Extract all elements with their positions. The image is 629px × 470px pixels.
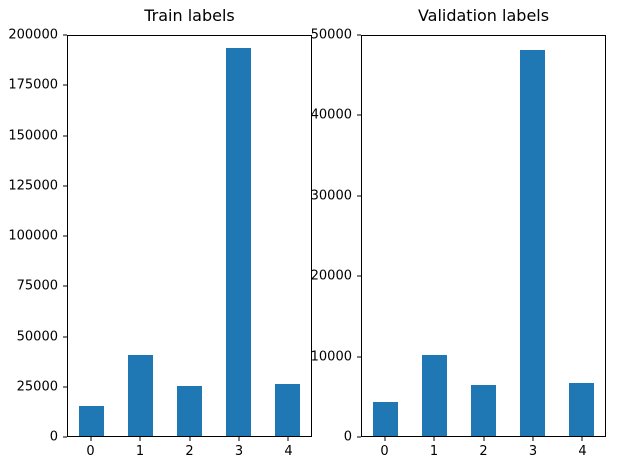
y-tick-label: 0 xyxy=(49,429,58,445)
x-tick-mark xyxy=(532,437,534,441)
y-tick-label: 125000 xyxy=(8,178,58,194)
y-tick-label: 150000 xyxy=(8,128,58,143)
y-tick-mark xyxy=(63,386,67,388)
bar-1 xyxy=(128,355,153,436)
bar-1 xyxy=(422,355,447,436)
x-tick-mark xyxy=(581,437,583,441)
x-tick-label: 2 xyxy=(479,444,488,459)
y-tick-label: 0 xyxy=(343,429,352,445)
y-tick-label: 50000 xyxy=(16,329,58,344)
y-tick-label: 175000 xyxy=(8,77,58,93)
x-tick-label: 2 xyxy=(185,444,194,459)
x-tick-label: 4 xyxy=(578,444,587,459)
bar-3 xyxy=(226,48,251,436)
y-tick-mark xyxy=(63,436,67,438)
x-tick-mark xyxy=(189,437,190,441)
x-tick-mark xyxy=(139,437,141,441)
y-tick-mark xyxy=(63,185,67,187)
y-tick-mark xyxy=(63,34,67,36)
y-tick-label: 10000 xyxy=(310,349,352,365)
bar-2 xyxy=(177,386,202,436)
bar-2 xyxy=(471,384,496,436)
x-tick-mark xyxy=(90,437,91,441)
validation-labels-chart: Validation labels 0 10000 20000 30000 40000 5… xyxy=(311,0,629,470)
y-tick-label: 50000 xyxy=(310,27,352,43)
y-tick-label: 30000 xyxy=(310,188,352,204)
plot-area xyxy=(67,35,312,437)
x-tick-label: 3 xyxy=(234,444,244,459)
plot-area xyxy=(361,35,606,437)
y-tick-label: 200000 xyxy=(8,27,58,43)
y-axis: 0 10000 20000 30000 40000 50000 xyxy=(311,29,361,444)
x-tick-label: 4 xyxy=(284,444,293,459)
y-tick-label: 100000 xyxy=(8,228,58,244)
y-tick-mark xyxy=(63,235,67,237)
bar-3 xyxy=(520,49,545,436)
x-tick-label: 0 xyxy=(86,444,95,459)
x-axis: 0 1 2 3 4 xyxy=(67,437,312,463)
y-tick-mark xyxy=(63,84,67,86)
chart-title: Train labels xyxy=(144,6,235,25)
y-tick-mark xyxy=(63,135,67,136)
x-tick-mark xyxy=(433,437,435,441)
y-tick-label: 25000 xyxy=(16,379,58,395)
bar-4 xyxy=(569,383,594,436)
y-tick-mark xyxy=(63,285,67,287)
y-tick-mark xyxy=(63,336,67,337)
y-tick-mark xyxy=(357,114,361,116)
bar-0 xyxy=(79,406,104,436)
y-tick-label: 75000 xyxy=(16,278,58,294)
x-tick-mark xyxy=(287,437,289,441)
x-tick-label: 1 xyxy=(135,444,145,459)
x-tick-label: 3 xyxy=(528,444,538,459)
x-tick-mark xyxy=(483,437,484,441)
x-tick-label: 0 xyxy=(380,444,389,459)
y-tick-mark xyxy=(357,356,361,358)
y-tick-mark xyxy=(357,275,361,277)
chart-title: Validation labels xyxy=(417,6,550,25)
y-tick-mark xyxy=(357,34,361,36)
y-tick-label: 40000 xyxy=(310,107,352,123)
train-labels-chart: Train labels 0 25000 50000 75000 100000 12500… xyxy=(0,6,312,463)
bar-0 xyxy=(373,401,398,436)
y-tick-label: 20000 xyxy=(310,268,352,284)
bar-4 xyxy=(275,384,300,436)
x-tick-mark xyxy=(238,437,240,441)
x-tick-mark xyxy=(384,437,385,441)
y-tick-mark xyxy=(357,195,361,197)
y-axis: 0 25000 50000 75000 100000 125000 150000 175000… xyxy=(0,29,67,444)
y-tick-mark xyxy=(357,436,361,438)
x-tick-label: 1 xyxy=(429,444,439,459)
x-axis: 0 1 2 3 4 xyxy=(361,437,606,463)
